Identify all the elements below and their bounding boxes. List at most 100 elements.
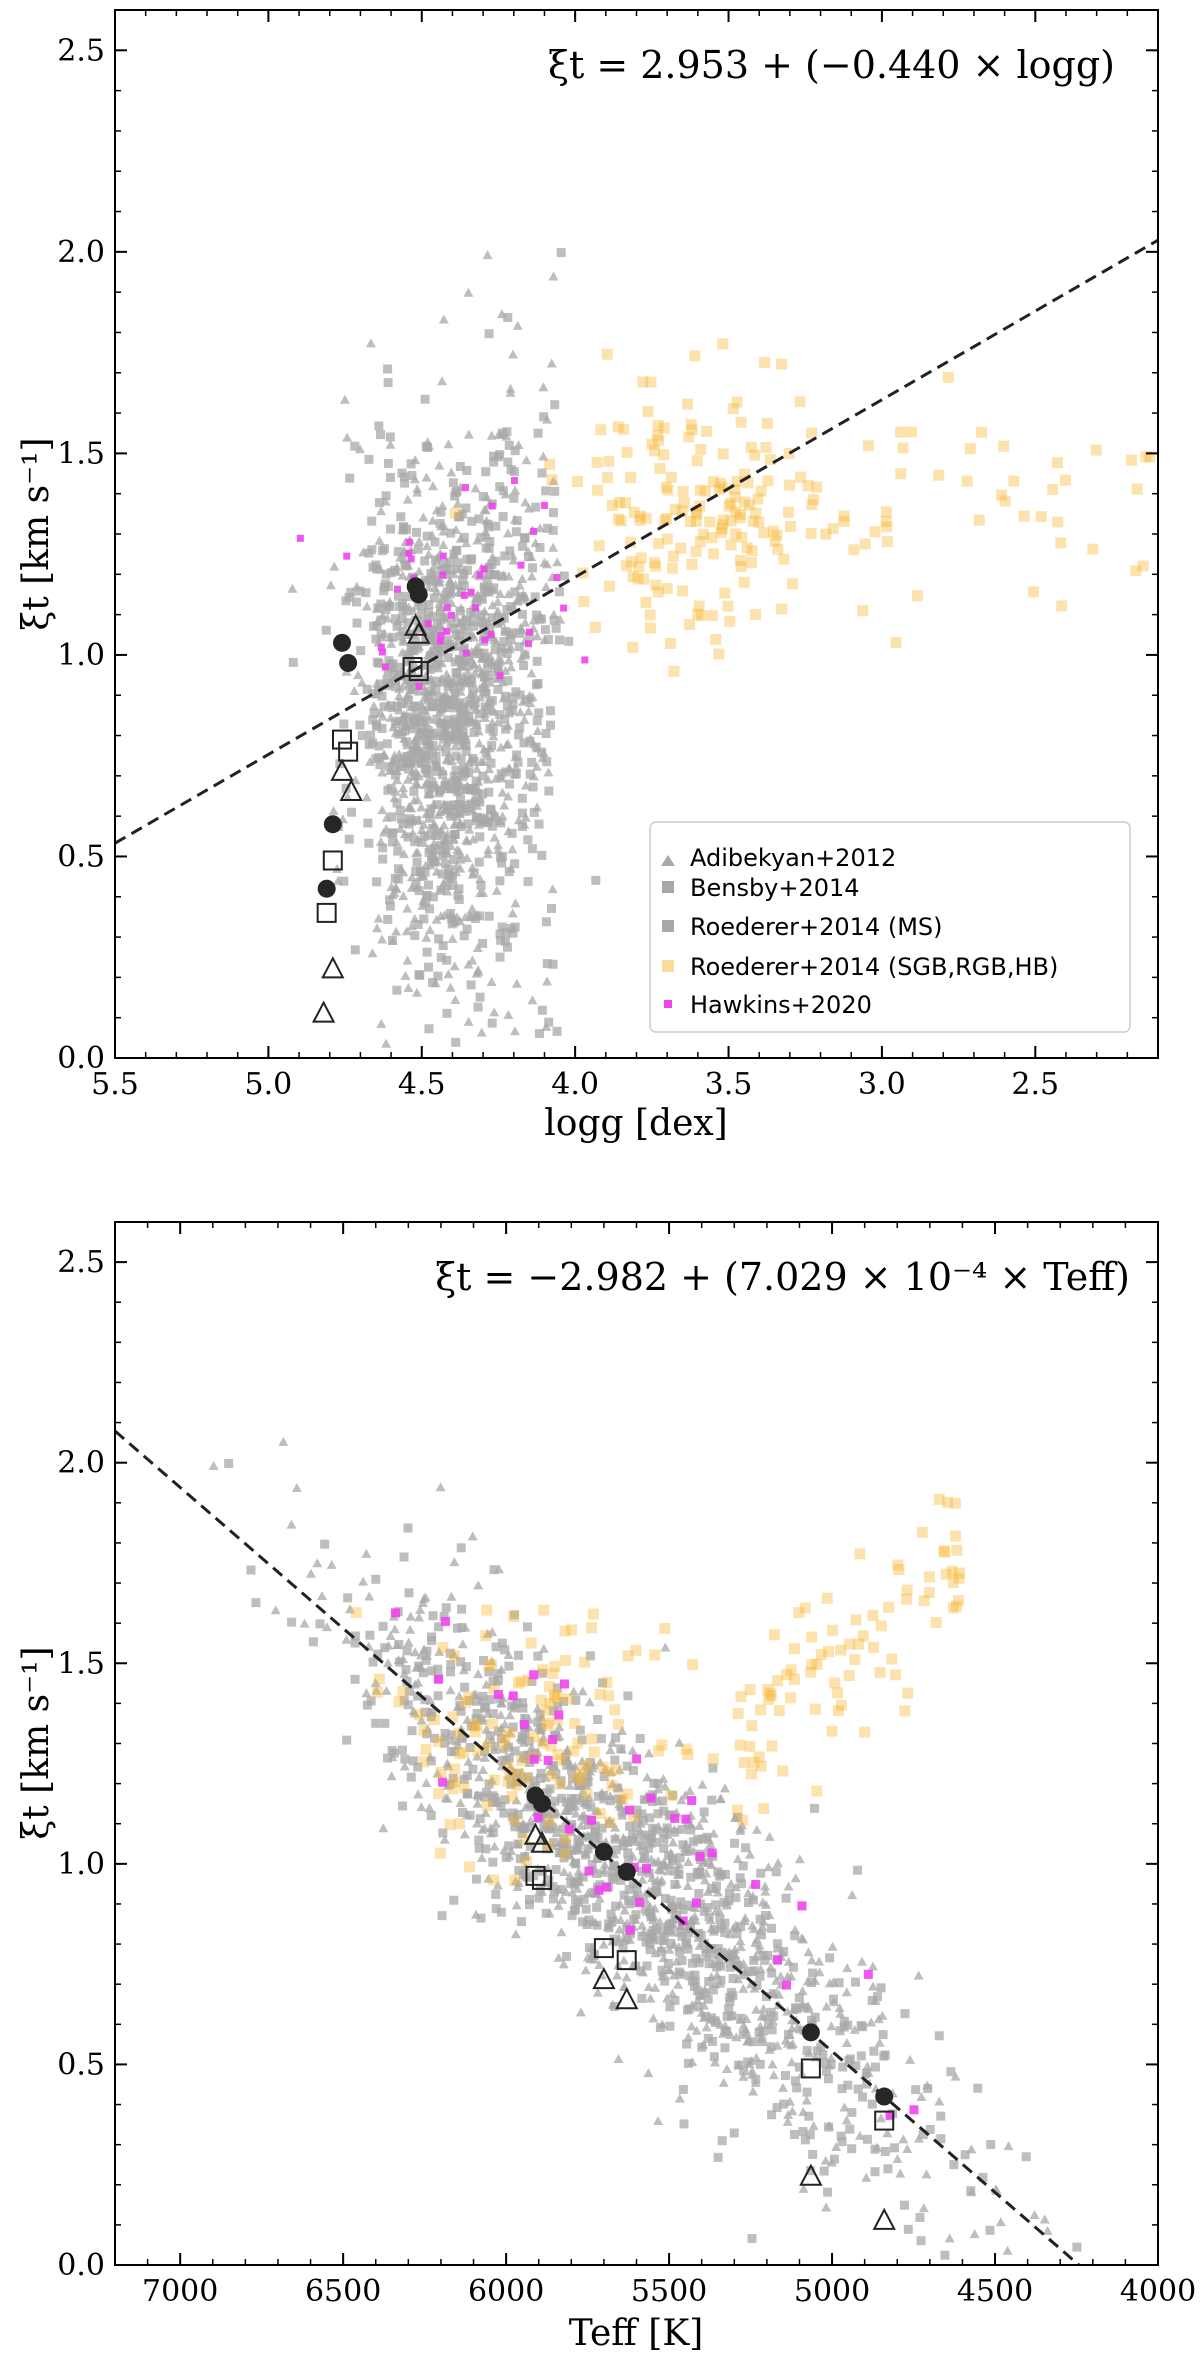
scatter-point xyxy=(511,1779,523,1791)
scatter-point xyxy=(576,1811,587,1821)
scatter-point xyxy=(474,663,485,673)
scatter-point xyxy=(632,1754,642,1764)
scatter-point xyxy=(677,585,689,597)
scatter-point xyxy=(528,1731,540,1743)
scatter-point xyxy=(381,491,391,501)
scatter-point xyxy=(696,610,708,622)
scatter-point xyxy=(504,1727,516,1739)
scatter-point xyxy=(717,338,729,350)
scatter-point xyxy=(495,1710,506,1720)
scatter-point xyxy=(683,431,695,443)
scatter-point xyxy=(481,530,492,540)
scatter-point xyxy=(716,1923,726,1933)
scatter-point xyxy=(821,1592,833,1604)
scatter-point xyxy=(488,1791,498,1801)
legend-frame xyxy=(649,821,1131,1033)
scatter-point xyxy=(469,621,479,631)
x-tick-label: 5.5 xyxy=(91,1067,139,1102)
scatter-point xyxy=(644,1748,655,1758)
scatter-point xyxy=(782,2116,793,2126)
scatter-point xyxy=(838,2062,848,2072)
scatter-point xyxy=(629,1914,639,1924)
scatter-point xyxy=(433,809,444,819)
scatter-point xyxy=(723,500,735,512)
scatter-point xyxy=(468,1718,480,1730)
scatter-point xyxy=(503,791,514,801)
scatter-point xyxy=(683,1856,694,1866)
scatter-point xyxy=(520,780,531,790)
scatter-point xyxy=(461,624,471,634)
scatter-point xyxy=(497,851,507,861)
scatter-point xyxy=(449,961,460,971)
scatter-point xyxy=(933,469,945,481)
scatter-point xyxy=(834,1978,844,1988)
scatter-point xyxy=(471,1720,483,1732)
scatter-point xyxy=(717,514,729,526)
scatter-point xyxy=(690,546,702,558)
scatter-point xyxy=(437,869,447,879)
scatter-point xyxy=(398,849,409,859)
scatter-point xyxy=(488,1827,498,1837)
scatter-point xyxy=(742,477,754,489)
scatter-point xyxy=(772,2103,782,2113)
scatter-point xyxy=(435,883,446,893)
scatter-point xyxy=(841,1987,852,1997)
scatter-point xyxy=(391,770,401,780)
scatter-point xyxy=(438,941,448,951)
scatter-point xyxy=(735,508,747,520)
scatter-point xyxy=(455,461,465,471)
scatter-point xyxy=(731,476,743,488)
scatter-point xyxy=(503,738,514,748)
scatter-point xyxy=(422,947,432,957)
scatter-point xyxy=(374,741,384,751)
scatter-point xyxy=(828,1994,838,2004)
scatter-point xyxy=(437,565,447,575)
scatter-point xyxy=(696,1930,706,1940)
scatter-point xyxy=(412,483,423,493)
scatter-point xyxy=(434,692,444,702)
scatter-point xyxy=(405,679,415,689)
scatter-point xyxy=(446,1591,457,1601)
scatter-point xyxy=(829,2154,839,2164)
scatter-point xyxy=(597,1823,607,1833)
scatter-point xyxy=(410,1647,421,1657)
scatter-point xyxy=(403,649,413,659)
scatter-point xyxy=(538,1732,549,1742)
scatter-point xyxy=(332,863,343,873)
scatter-point xyxy=(443,439,454,449)
scatter-point xyxy=(548,1706,558,1716)
scatter-point xyxy=(449,1763,461,1775)
scatter-point xyxy=(494,816,505,826)
scatter-point xyxy=(417,837,427,847)
scatter-point xyxy=(571,1771,583,1783)
scatter-point xyxy=(489,1565,499,1575)
scatter-point xyxy=(469,659,480,669)
scatter-point xyxy=(497,787,508,797)
scatter-point xyxy=(572,476,584,488)
scatter-point xyxy=(580,1965,591,1975)
scatter-point xyxy=(450,735,460,745)
scatter-point xyxy=(592,484,604,496)
scatter-point xyxy=(470,483,481,493)
scatter-point xyxy=(433,828,443,838)
scatter-point xyxy=(437,1911,447,1921)
scatter-point xyxy=(412,794,423,804)
scatter-point xyxy=(424,1024,434,1034)
scatter-point xyxy=(389,1748,399,1758)
scatter-point xyxy=(472,720,483,730)
scatter-point xyxy=(424,904,434,914)
scatter-point xyxy=(361,1548,372,1558)
scatter-point xyxy=(758,2003,769,2013)
scatter-point xyxy=(831,2142,842,2152)
scatter-point xyxy=(686,1872,696,1882)
scatter-point xyxy=(497,858,507,868)
scatter-point xyxy=(410,701,420,711)
scatter-point xyxy=(675,1853,685,1863)
scatter-point xyxy=(343,1593,353,1603)
scatter-point xyxy=(747,1920,758,1930)
scatter-point xyxy=(536,1664,548,1676)
scatter-point xyxy=(691,1953,701,1963)
scatter-point xyxy=(686,1825,696,1835)
scatter-point xyxy=(550,400,560,410)
scatter-point xyxy=(488,731,499,741)
